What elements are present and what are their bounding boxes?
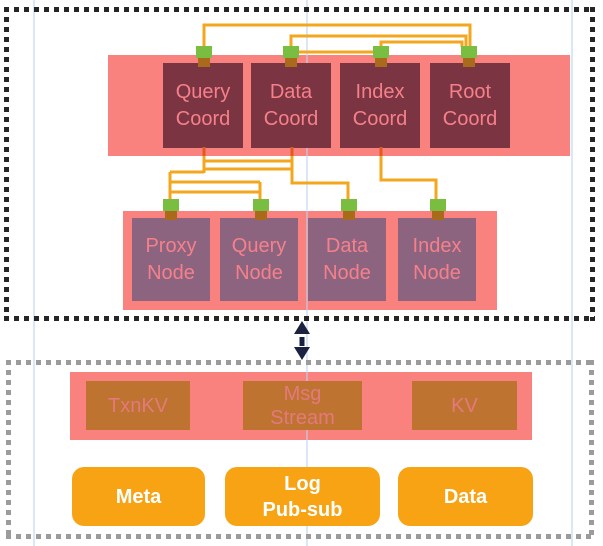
connector-port-icon (430, 199, 446, 211)
data-coord-box: Data Coord (251, 63, 331, 148)
meta-store-box: Meta (72, 467, 205, 526)
data-store-label: Data (443, 485, 488, 508)
log-pubsub-store-box: Log Pub-sub (225, 467, 380, 526)
connector-port-icon (253, 199, 269, 211)
query-node-box: Query Node (220, 218, 298, 301)
port-stub-icon (285, 57, 297, 67)
meta-store-label: Meta (115, 485, 162, 508)
data-node-label: Data Node (323, 234, 371, 284)
index-coord-label: Index Coord (352, 80, 408, 130)
port-stub-icon (463, 57, 475, 67)
connector-port-icon (341, 199, 357, 211)
root-coord-box: Root Coord (430, 63, 510, 148)
index-coord-box: Index Coord (340, 63, 420, 148)
index-node-box: Index Node (398, 218, 476, 301)
msg-stream-box: Msg Stream (243, 381, 362, 430)
log-pubsub-store-label: Log Pub-sub (262, 472, 343, 521)
port-stub-icon (343, 210, 355, 220)
data-node-box: Data Node (308, 218, 386, 301)
root-coord-label: Root Coord (442, 80, 498, 130)
proxy-node-label: Proxy Node (145, 234, 197, 284)
query-node-label: Query Node (231, 234, 287, 284)
query-coord-label: Query Coord (175, 80, 231, 130)
query-coord-box: Query Coord (163, 63, 243, 148)
vertical-guide-line (571, 0, 573, 546)
vertical-guide-line (33, 0, 35, 546)
msg-stream-label: Msg Stream (270, 382, 335, 429)
port-stub-icon (375, 57, 387, 67)
port-stub-icon (255, 210, 267, 220)
port-stub-icon (165, 210, 177, 220)
data-coord-label: Data Coord (263, 80, 319, 130)
port-stub-icon (432, 210, 444, 220)
connector-port-icon (283, 46, 299, 58)
data-store-box: Data (398, 467, 533, 526)
txnkv-label: TxnKV (107, 394, 169, 417)
port-stub-icon (198, 57, 210, 67)
kv-label: KV (451, 394, 478, 417)
connector-port-icon (163, 199, 179, 211)
kv-box: KV (412, 381, 517, 430)
proxy-node-box: Proxy Node (132, 218, 210, 301)
connector-port-icon (373, 46, 389, 58)
vertical-guide-line (306, 0, 308, 546)
txnkv-box: TxnKV (86, 381, 190, 430)
connector-port-icon (196, 46, 212, 58)
index-node-label: Index Node (412, 234, 462, 284)
connector-port-icon (461, 46, 477, 58)
